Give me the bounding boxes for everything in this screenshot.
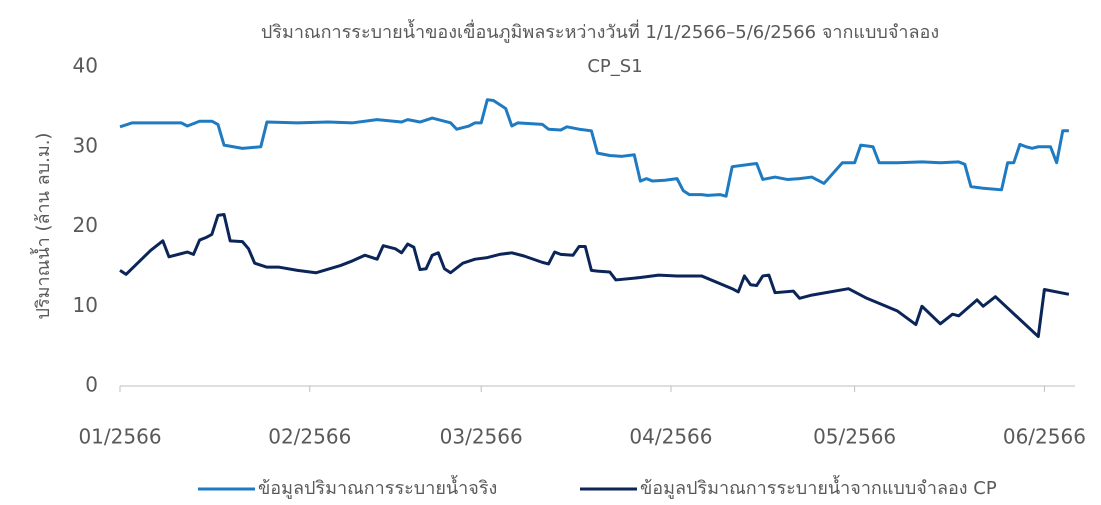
legend-label: ข้อมูลปริมาณการระบายน้ำจริง [258, 475, 497, 499]
chart-title: ปริมาณการระบายน้ำของเขื่อนภูมิพลระหว่างว… [261, 19, 939, 43]
x-tick-label: 02/2566 [268, 425, 351, 449]
x-tick-label: 06/2566 [1003, 425, 1086, 449]
y-tick-label: 10 [73, 293, 98, 317]
y-tick-label: 20 [73, 213, 98, 237]
y-tick-label: 30 [73, 133, 98, 157]
y-tick-label: 40 [73, 54, 98, 78]
x-tick-label: 05/2566 [813, 425, 896, 449]
y-axis-label: ปริมาณน้ำ (ล้าน ลบ.ม.) [30, 133, 54, 320]
data-line [119, 98, 1069, 198]
x-tick-label: 03/2566 [440, 425, 523, 449]
legend-label: ข้อมูลปริมาณการระบายน้ำจากแบบจำลอง CP [640, 475, 997, 499]
x-tick-label: 01/2566 [78, 425, 161, 449]
data-line [119, 213, 1070, 339]
x-tick-label: 04/2566 [629, 425, 712, 449]
chart-title: CP_S1 [587, 56, 642, 77]
y-tick-label: 0 [85, 373, 98, 397]
